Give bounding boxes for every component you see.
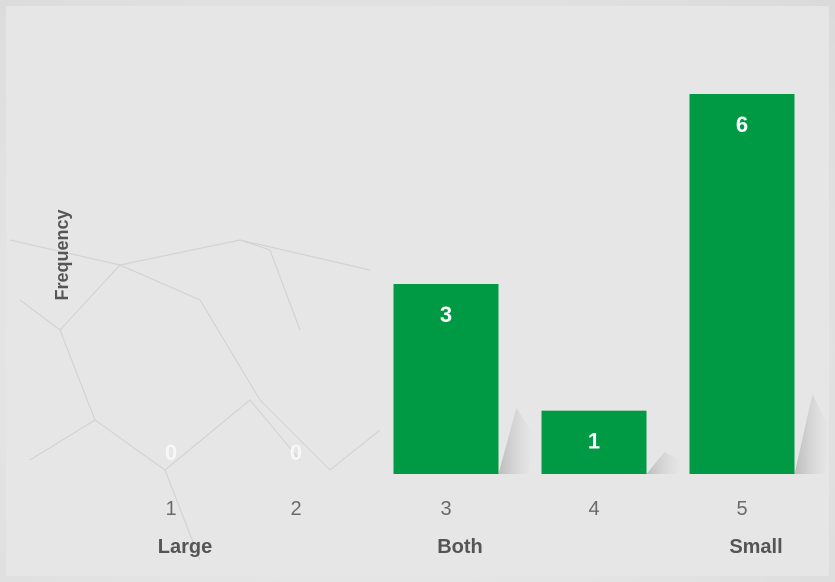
y-axis-label: Frequency [52,209,72,300]
data-label-4: 1 [588,429,600,454]
data-label-2: 0 [290,440,302,465]
x-group-label-both: Both [437,536,483,558]
bar-shadow [794,394,829,474]
bar-5 [689,94,795,474]
bar-shadow [498,407,533,474]
x-group-label-small: Small [729,536,782,558]
x-tick-label-2: 2 [290,498,301,520]
x-tick-label-4: 4 [588,498,599,520]
x-tick-label-5: 5 [736,498,747,520]
data-label-1: 0 [165,440,177,465]
bar-4 [541,410,647,474]
background-network-decoration [9,239,381,561]
x-tick-label-1: 1 [165,498,176,520]
x-group-labels: Large Both Small [158,536,783,558]
x-tick-label-3: 3 [440,498,451,520]
x-tick-labels: 1 2 3 4 5 [165,498,747,520]
data-label-3: 3 [440,302,452,327]
data-label-5: 6 [736,112,748,137]
bar-shadows [498,394,829,474]
x-group-label-large: Large [158,536,212,558]
bar-3 [393,284,499,474]
bars [393,94,795,474]
data-labels: 0 0 3 1 6 [165,112,748,465]
bar-shadow [646,451,681,474]
